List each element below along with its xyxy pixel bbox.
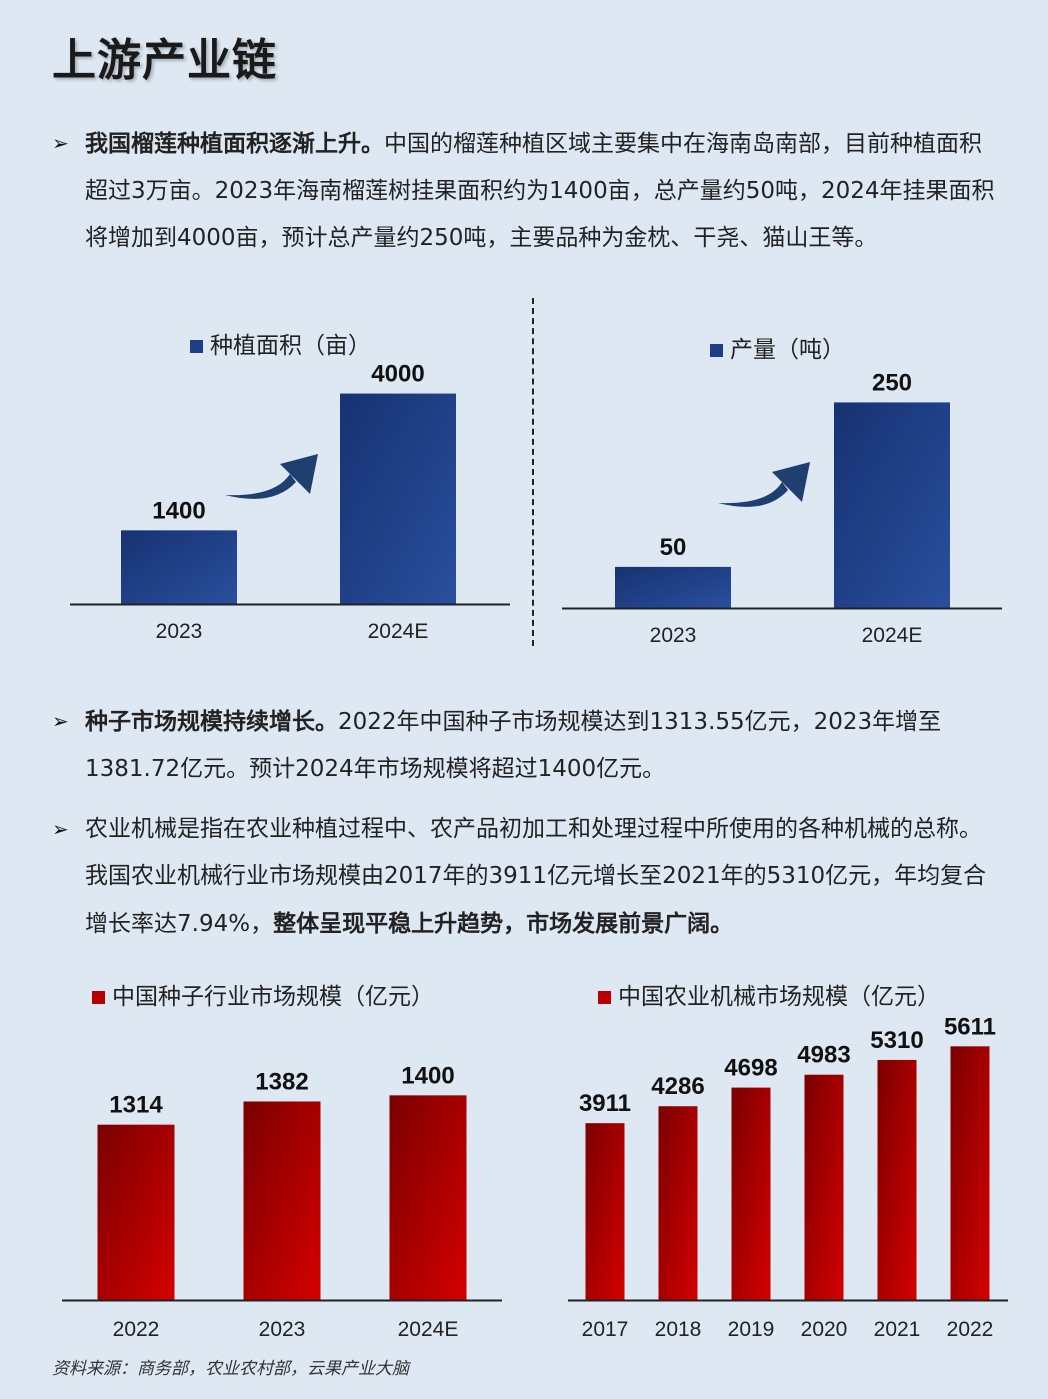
data-label: 4698 [724,1055,777,1082]
chart-bar [950,1046,990,1300]
legend-label: 产量（吨） [730,337,845,363]
chart-svg: 中国种子行业市场规模（亿元） 1314 2022 1382 2023 1400 2024E [62,984,502,1341]
chart-divider [532,298,534,646]
category-label: 2023 [259,1318,306,1341]
chart-bar [121,530,237,604]
chart-legend: 种植面积（亩） [190,333,371,359]
data-label: 5611 [944,1013,996,1040]
legend-swatch [710,344,723,357]
data-label: 1400 [401,1062,454,1089]
legend-label: 中国农业机械市场规模（亿元） [618,984,940,1010]
chart-bar [585,1123,625,1300]
category-label: 2023 [156,620,203,643]
bullet-body: 2022年中国种子市场规模达到1313.55亿元，2023年增至1381.72亿… [85,709,942,782]
chart-bar [834,402,950,608]
legend-swatch [92,991,105,1004]
category-label: 2022 [947,1318,994,1341]
data-label: 3911 [579,1090,631,1117]
chart-svg: 产量（吨） 50 2023 250 2024E [562,337,1002,647]
bullet-body: 农业机械是指在农业种植过程中、农产品初加工和处理过程中所使用的各种机械的总称。我… [85,816,987,937]
data-label: 50 [660,534,687,561]
legend-label: 种植面积（亩） [210,333,371,359]
legend-label: 中国种子行业市场规模（亿元） [112,984,434,1010]
data-label: 4000 [371,361,424,388]
growth-arrow-icon [225,454,318,499]
category-label: 2021 [874,1318,921,1341]
bullet-body: 中国的榴莲种植区域主要集中在海南岛南部，目前种植面积超过3万亩。2023年海南榴… [85,131,995,251]
category-label: 2024E [398,1318,459,1341]
data-label: 4983 [797,1042,850,1069]
category-label: 2020 [801,1318,848,1341]
chart-legend: 产量（吨） [710,337,845,363]
bullet-text: 农业机械是指在农业种植过程中、农产品初加工和处理过程中所使用的各种机械的总称。我… [85,806,1002,948]
bullet-seed-market: ➢ 种子市场规模持续增长。2022年中国种子市场规模达到1313.55亿元，20… [52,698,1002,793]
chart-legend: 中国农业机械市场规模（亿元） [598,984,940,1010]
data-label: 4286 [651,1073,704,1100]
data-label: 250 [872,369,912,396]
bullet-bold-lead: 我国榴莲种植面积逐渐上升。 [85,130,384,157]
chart-bar [731,1087,771,1300]
bullet-durian-area: ➢ 我国榴莲种植面积逐渐上升。中国的榴莲种植区域主要集中在海南岛南部，目前种植面… [52,120,1002,262]
chart-seed-market: 中国种子行业市场规模（亿元） 1314 2022 1382 2023 1400 2024E [52,975,504,1355]
legend-swatch [190,340,203,353]
bullet-agri-machinery: ➢ 农业机械是指在农业种植过程中、农产品初加工和处理过程中所使用的各种机械的总称… [52,806,1002,948]
bullet-arrow-icon: ➢ [52,817,69,841]
chart-bar [97,1124,175,1300]
category-label: 2024E [862,624,923,647]
chart-bar [615,566,731,608]
category-label: 2018 [655,1318,702,1341]
chart-bar [877,1059,917,1300]
bullet-bold-lead: 种子市场规模持续增长。 [85,708,338,735]
category-label: 2023 [650,624,697,647]
chart-svg: 种植面积（亩） 1400 2023 4000 2024E [70,333,510,643]
bullet-text: 种子市场规模持续增长。2022年中国种子市场规模达到1313.55亿元，2023… [85,698,1002,793]
chart-bar [340,393,456,604]
chart-bar [658,1106,698,1300]
page-title: 上游产业链 [52,35,277,86]
bullet-text: 我国榴莲种植面积逐渐上升。中国的榴莲种植区域主要集中在海南岛南部，目前种植面积超… [85,120,1002,262]
chart-bar [243,1101,321,1300]
chart-bar [389,1095,467,1300]
data-label: 1382 [255,1068,308,1095]
chart-machinery-market: 中国农业机械市场规模（亿元） 3911 2017 4286 2018 4698 2019 49… [560,975,1010,1355]
chart-bar [804,1074,844,1300]
data-label: 1400 [152,497,205,524]
growth-arrow-icon [718,462,810,507]
category-label: 2024E [368,620,429,643]
bullet-arrow-icon: ➢ [52,131,69,155]
category-label: 2022 [113,1318,160,1341]
chart-durian-area: 种植面积（亩） 1400 2023 4000 2024E [60,320,512,650]
data-label: 5310 [870,1027,923,1054]
data-label: 1314 [109,1092,163,1119]
bullet-arrow-icon: ➢ [52,709,69,733]
legend-swatch [598,991,611,1004]
bullet-bold-tail: 整体呈现平稳上升趋势，市场发展前景广阔。 [273,910,734,937]
chart-durian-output: 产量（吨） 50 2023 250 2024E [556,320,1004,650]
chart-legend: 中国种子行业市场规模（亿元） [92,984,434,1010]
category-label: 2019 [728,1318,775,1341]
category-label: 2017 [582,1318,629,1341]
source-note: 资料来源：商务部，农业农村部，云果产业大脑 [52,1359,409,1379]
chart-svg: 中国农业机械市场规模（亿元） 3911 2017 4286 2018 4698 2019 49… [568,984,1008,1341]
